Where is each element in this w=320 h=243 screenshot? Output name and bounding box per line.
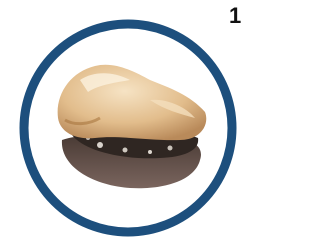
step-number: 1 [229,4,241,28]
illustration [0,0,241,243]
screenshot: 1 [0,0,241,243]
